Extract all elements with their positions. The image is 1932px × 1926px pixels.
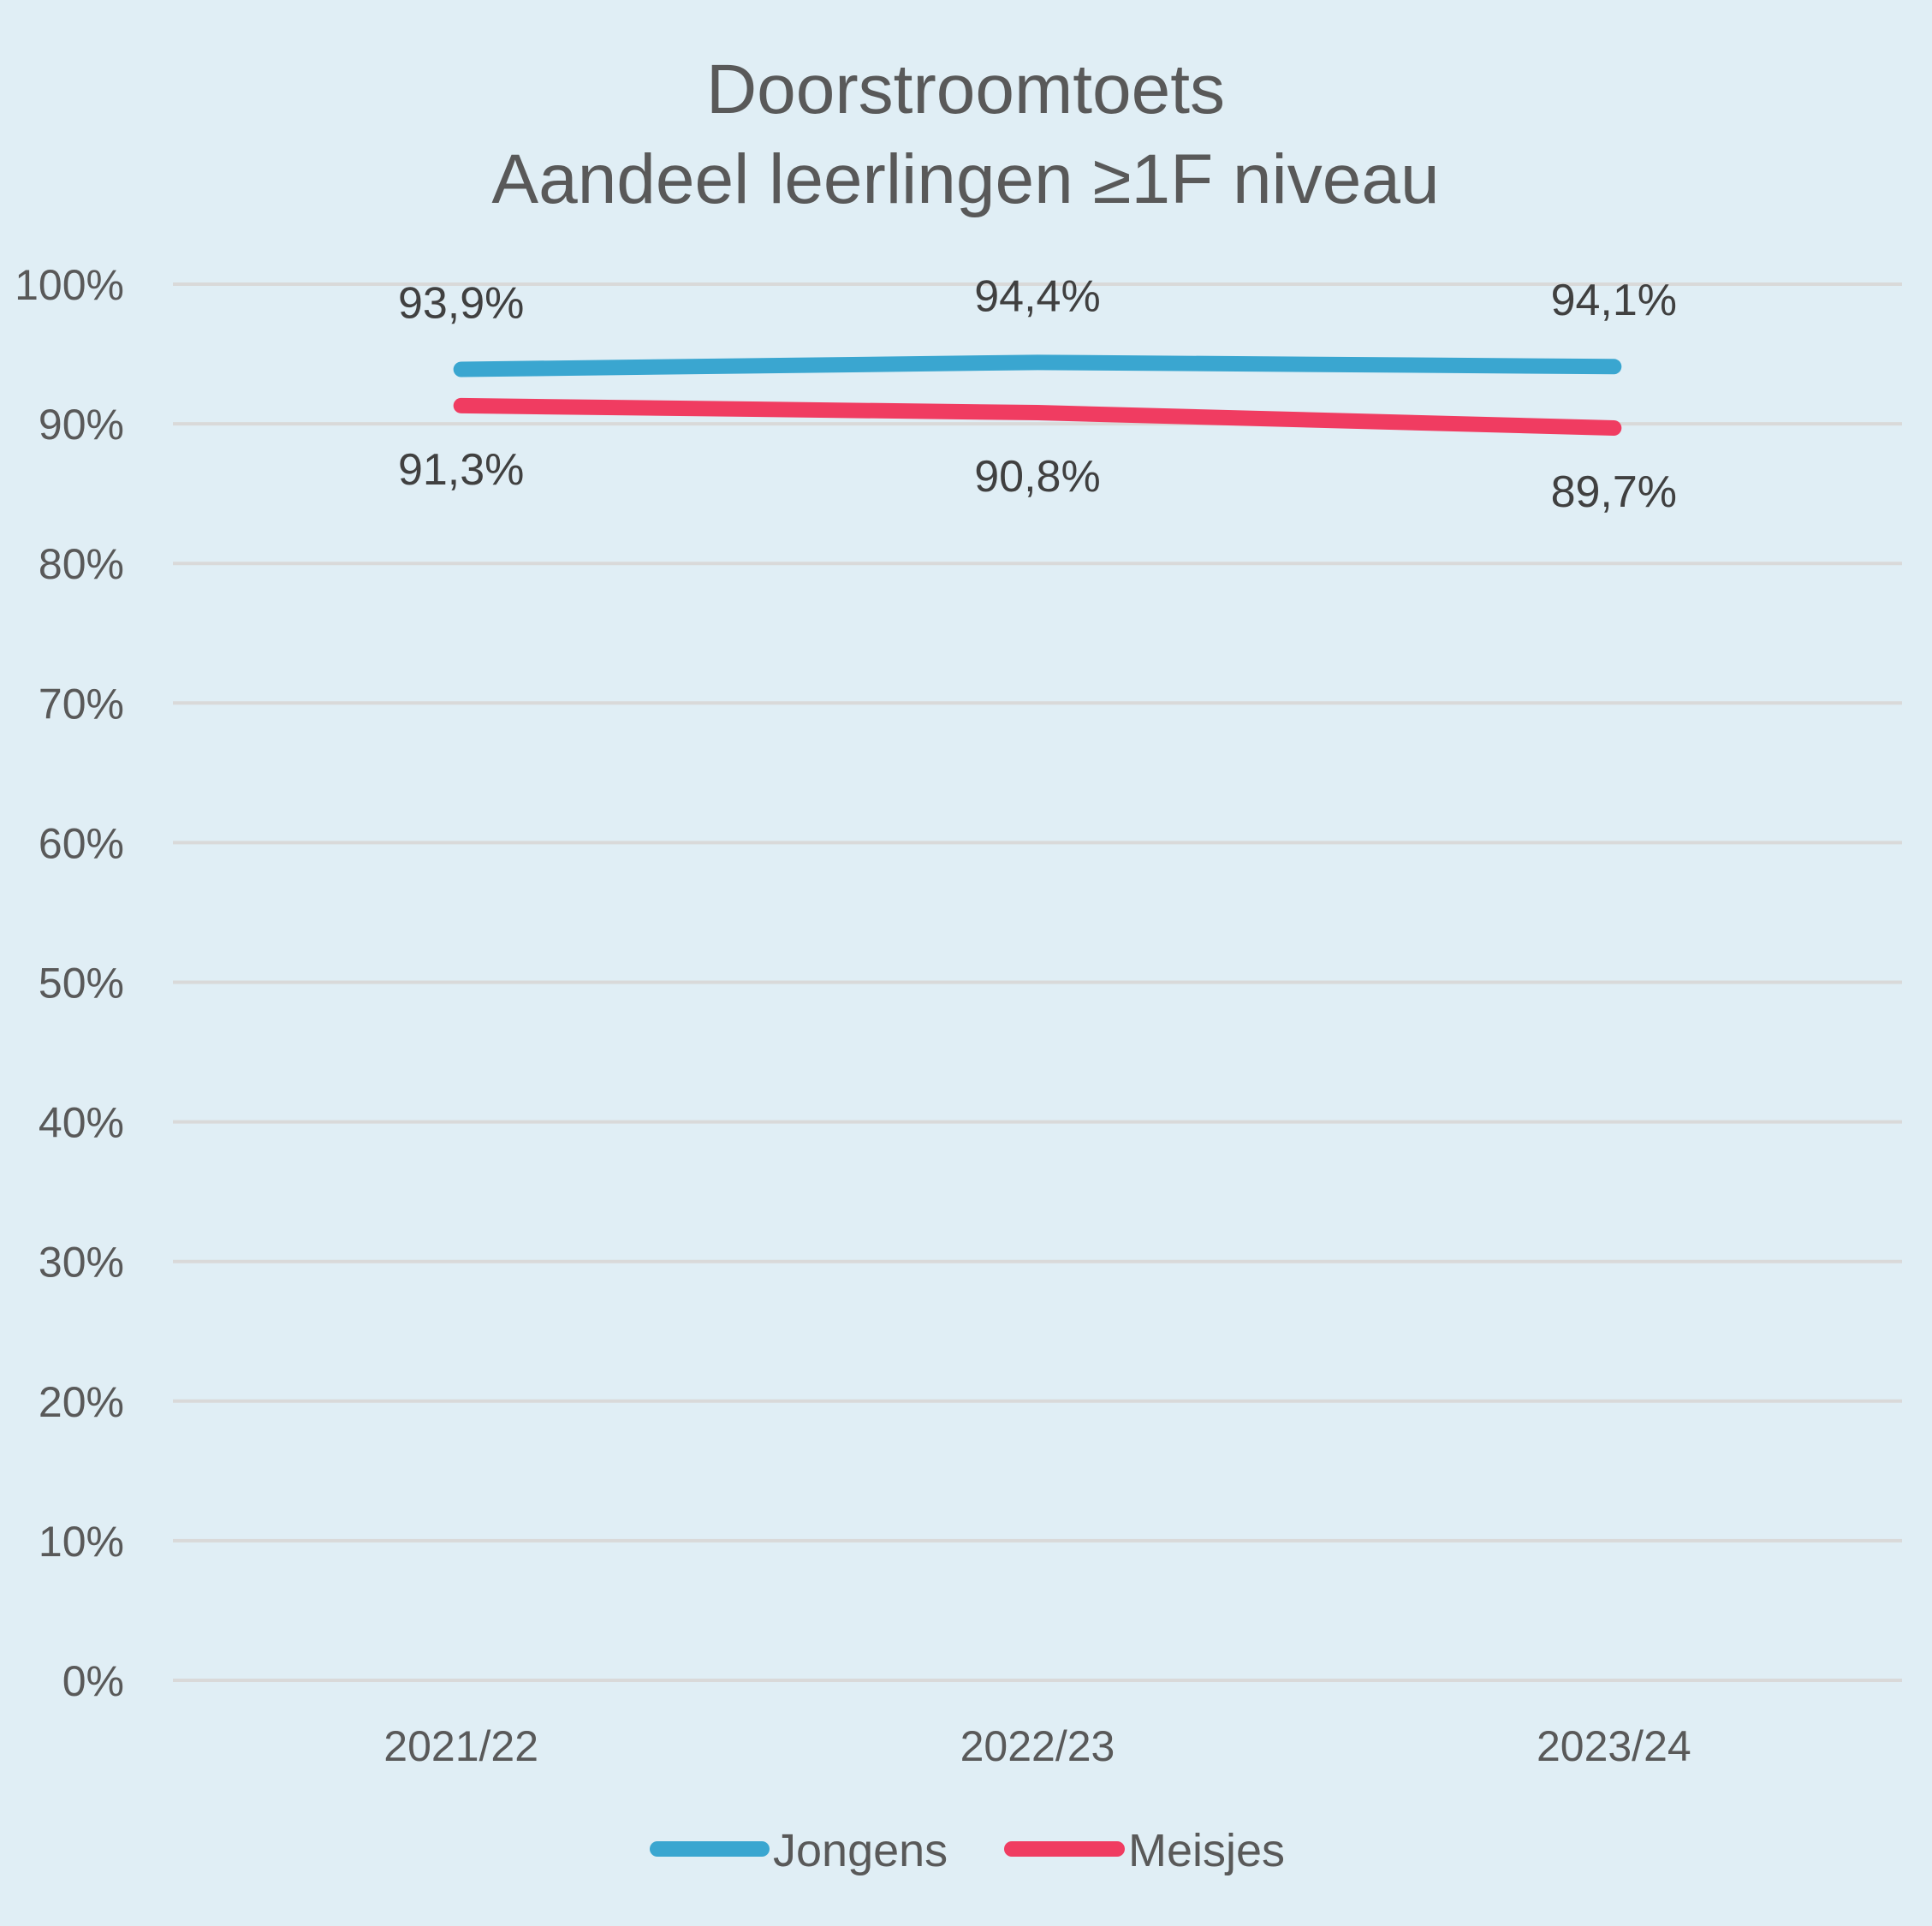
y-tick-label: 100% [15,261,124,309]
x-tick-label: 2022/23 [960,1722,1115,1770]
y-tick-label: 40% [39,1099,124,1147]
x-tick-label: 2023/24 [1537,1722,1691,1770]
data-labels: 93,9% 94,4% 94,1% 91,3% 90,8% 89,7% [398,271,1677,517]
data-label: 90,8% [974,452,1100,502]
y-tick-label: 70% [39,680,124,728]
data-label: 94,1% [1551,276,1677,325]
series-lines [453,354,1622,436]
data-label: 93,9% [398,278,524,328]
legend-label: Meisjes [1128,1825,1285,1876]
data-label: 89,7% [1551,467,1677,517]
y-axis-tick-labels: 0% 10% 20% 30% 40% 50% 60% 70% 80% 90% 100% [15,261,124,1705]
legend-label: Jongens [773,1825,948,1876]
legend: Jongens Meisjes [650,1825,1285,1876]
chart-title: Doorstroomtoets Aandeel leerlingen ≥1F n… [491,51,1439,218]
y-tick-label: 0% [62,1657,124,1705]
y-tick-label: 30% [39,1239,124,1287]
data-label: 91,3% [398,445,524,495]
x-tick-label: 2021/22 [383,1722,538,1770]
x-axis-tick-labels: 2021/22 2022/23 2023/24 [383,1722,1691,1770]
chart-title-line-1: Doorstroomtoets [706,51,1225,128]
y-tick-label: 90% [39,401,124,449]
chart-title-line-2: Aandeel leerlingen ≥1F niveau [491,140,1439,218]
data-label: 94,4% [974,271,1100,321]
y-tick-label: 80% [39,540,124,588]
y-tick-label: 50% [39,960,124,1008]
series-line-jongens [453,354,1622,377]
series-line-meisjes [453,397,1622,436]
y-tick-label: 60% [39,819,124,867]
y-tick-label: 10% [39,1518,124,1566]
y-tick-label: 20% [39,1378,124,1426]
